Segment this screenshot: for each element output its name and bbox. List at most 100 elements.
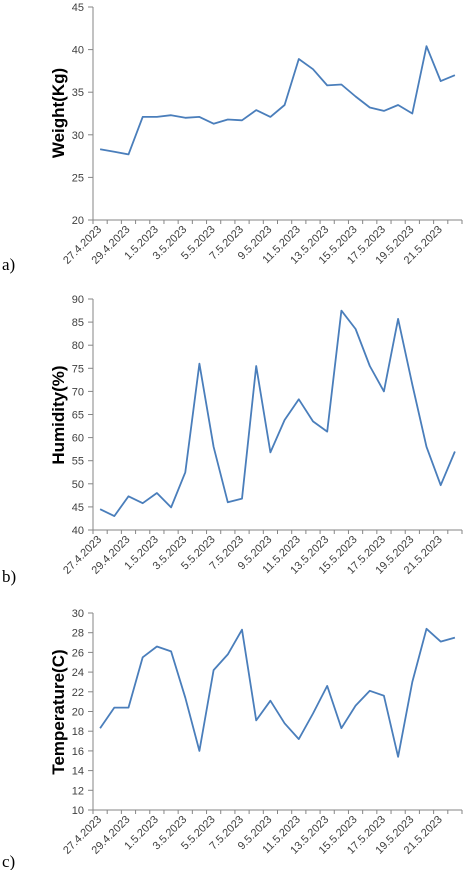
data-point [269, 700, 271, 702]
data-point [213, 669, 215, 671]
data-point [426, 628, 428, 630]
data-point [127, 707, 129, 709]
y-tick-label: 20 [72, 707, 84, 719]
series-line [99, 309, 456, 517]
data-point [355, 328, 357, 330]
data-point [369, 690, 371, 692]
data-point [255, 719, 257, 721]
data-point [284, 104, 286, 106]
data-point [326, 84, 328, 86]
data-point [326, 431, 328, 433]
y-tick-label: 80 [72, 340, 84, 352]
y-tick-label: 45 [72, 2, 84, 14]
data-point [340, 84, 342, 86]
y-tick-label: 22 [72, 687, 84, 699]
chart-panel-3: 101214161820222426283027.4.202329.4.2023… [2, 608, 463, 870]
data-point [411, 113, 413, 115]
data-point [440, 641, 442, 643]
data-point [340, 727, 342, 729]
data-point [198, 750, 200, 752]
y-tick-label: 35 [72, 87, 84, 99]
data-point [255, 109, 257, 111]
data-point [227, 653, 229, 655]
y-tick-label: 40 [72, 45, 84, 57]
data-point [156, 116, 158, 118]
y-axis-title: Humidity(%) [49, 365, 68, 464]
y-tick-label: 16 [72, 746, 84, 758]
data-point [298, 738, 300, 740]
data-point [184, 117, 186, 119]
data-point [241, 119, 243, 121]
data-point [369, 107, 371, 109]
y-tick-label: 25 [72, 172, 84, 184]
y-tick-label: 12 [72, 785, 84, 797]
data-point [170, 506, 172, 508]
data-point [156, 492, 158, 494]
data-point [284, 722, 286, 724]
data-point [99, 148, 101, 150]
data-point [269, 451, 271, 453]
data-point [142, 656, 144, 658]
data-point [213, 123, 215, 125]
data-point [440, 484, 442, 486]
data-point [426, 45, 428, 47]
data-point [312, 712, 314, 714]
y-tick-label: 28 [72, 628, 84, 640]
data-point [369, 365, 371, 367]
y-tick-label: 55 [72, 456, 84, 468]
data-point [255, 365, 257, 367]
y-tick-label: 18 [72, 726, 84, 738]
data-point [312, 420, 314, 422]
y-tick-label: 70 [72, 386, 84, 398]
data-point [227, 118, 229, 120]
y-tick-label: 24 [72, 667, 84, 679]
data-point [170, 114, 172, 116]
y-tick-label: 90 [72, 294, 84, 306]
data-point [198, 363, 200, 365]
data-point [156, 645, 158, 647]
y-tick-label: 26 [72, 647, 84, 659]
y-tick-label: 65 [72, 410, 84, 422]
data-point [184, 697, 186, 699]
data-point [113, 151, 115, 153]
panel-label: b) [2, 567, 16, 586]
y-tick-label: 10 [72, 805, 84, 817]
y-tick-label: 60 [72, 433, 84, 445]
data-point [355, 95, 357, 97]
data-point [99, 508, 101, 510]
series-line [99, 45, 456, 156]
data-point [298, 398, 300, 400]
y-tick-label: 14 [72, 766, 84, 778]
data-point [142, 502, 144, 504]
data-point [454, 637, 456, 639]
data-point [411, 383, 413, 385]
data-point [142, 116, 144, 118]
data-point [184, 471, 186, 473]
data-point [113, 515, 115, 517]
data-point [397, 104, 399, 106]
data-point [397, 318, 399, 320]
data-point [454, 450, 456, 452]
data-point [397, 756, 399, 758]
data-point [213, 446, 215, 448]
y-tick-label: 75 [72, 363, 84, 375]
data-point [355, 705, 357, 707]
data-point [454, 74, 456, 76]
y-axis-title: Temperature(C) [49, 649, 68, 774]
data-point [198, 116, 200, 118]
panel-label: a) [2, 255, 15, 274]
data-point [170, 650, 172, 652]
data-point [340, 310, 342, 312]
data-point [127, 495, 129, 497]
y-tick-label: 20 [72, 215, 84, 227]
data-point [241, 498, 243, 500]
data-point [284, 419, 286, 421]
y-tick-label: 45 [72, 502, 84, 514]
y-axis-title: Weight(Kg) [49, 68, 68, 158]
data-point [426, 446, 428, 448]
data-point [127, 153, 129, 155]
y-tick-label: 30 [72, 608, 84, 620]
y-tick-label: 50 [72, 479, 84, 491]
data-point [99, 727, 101, 729]
